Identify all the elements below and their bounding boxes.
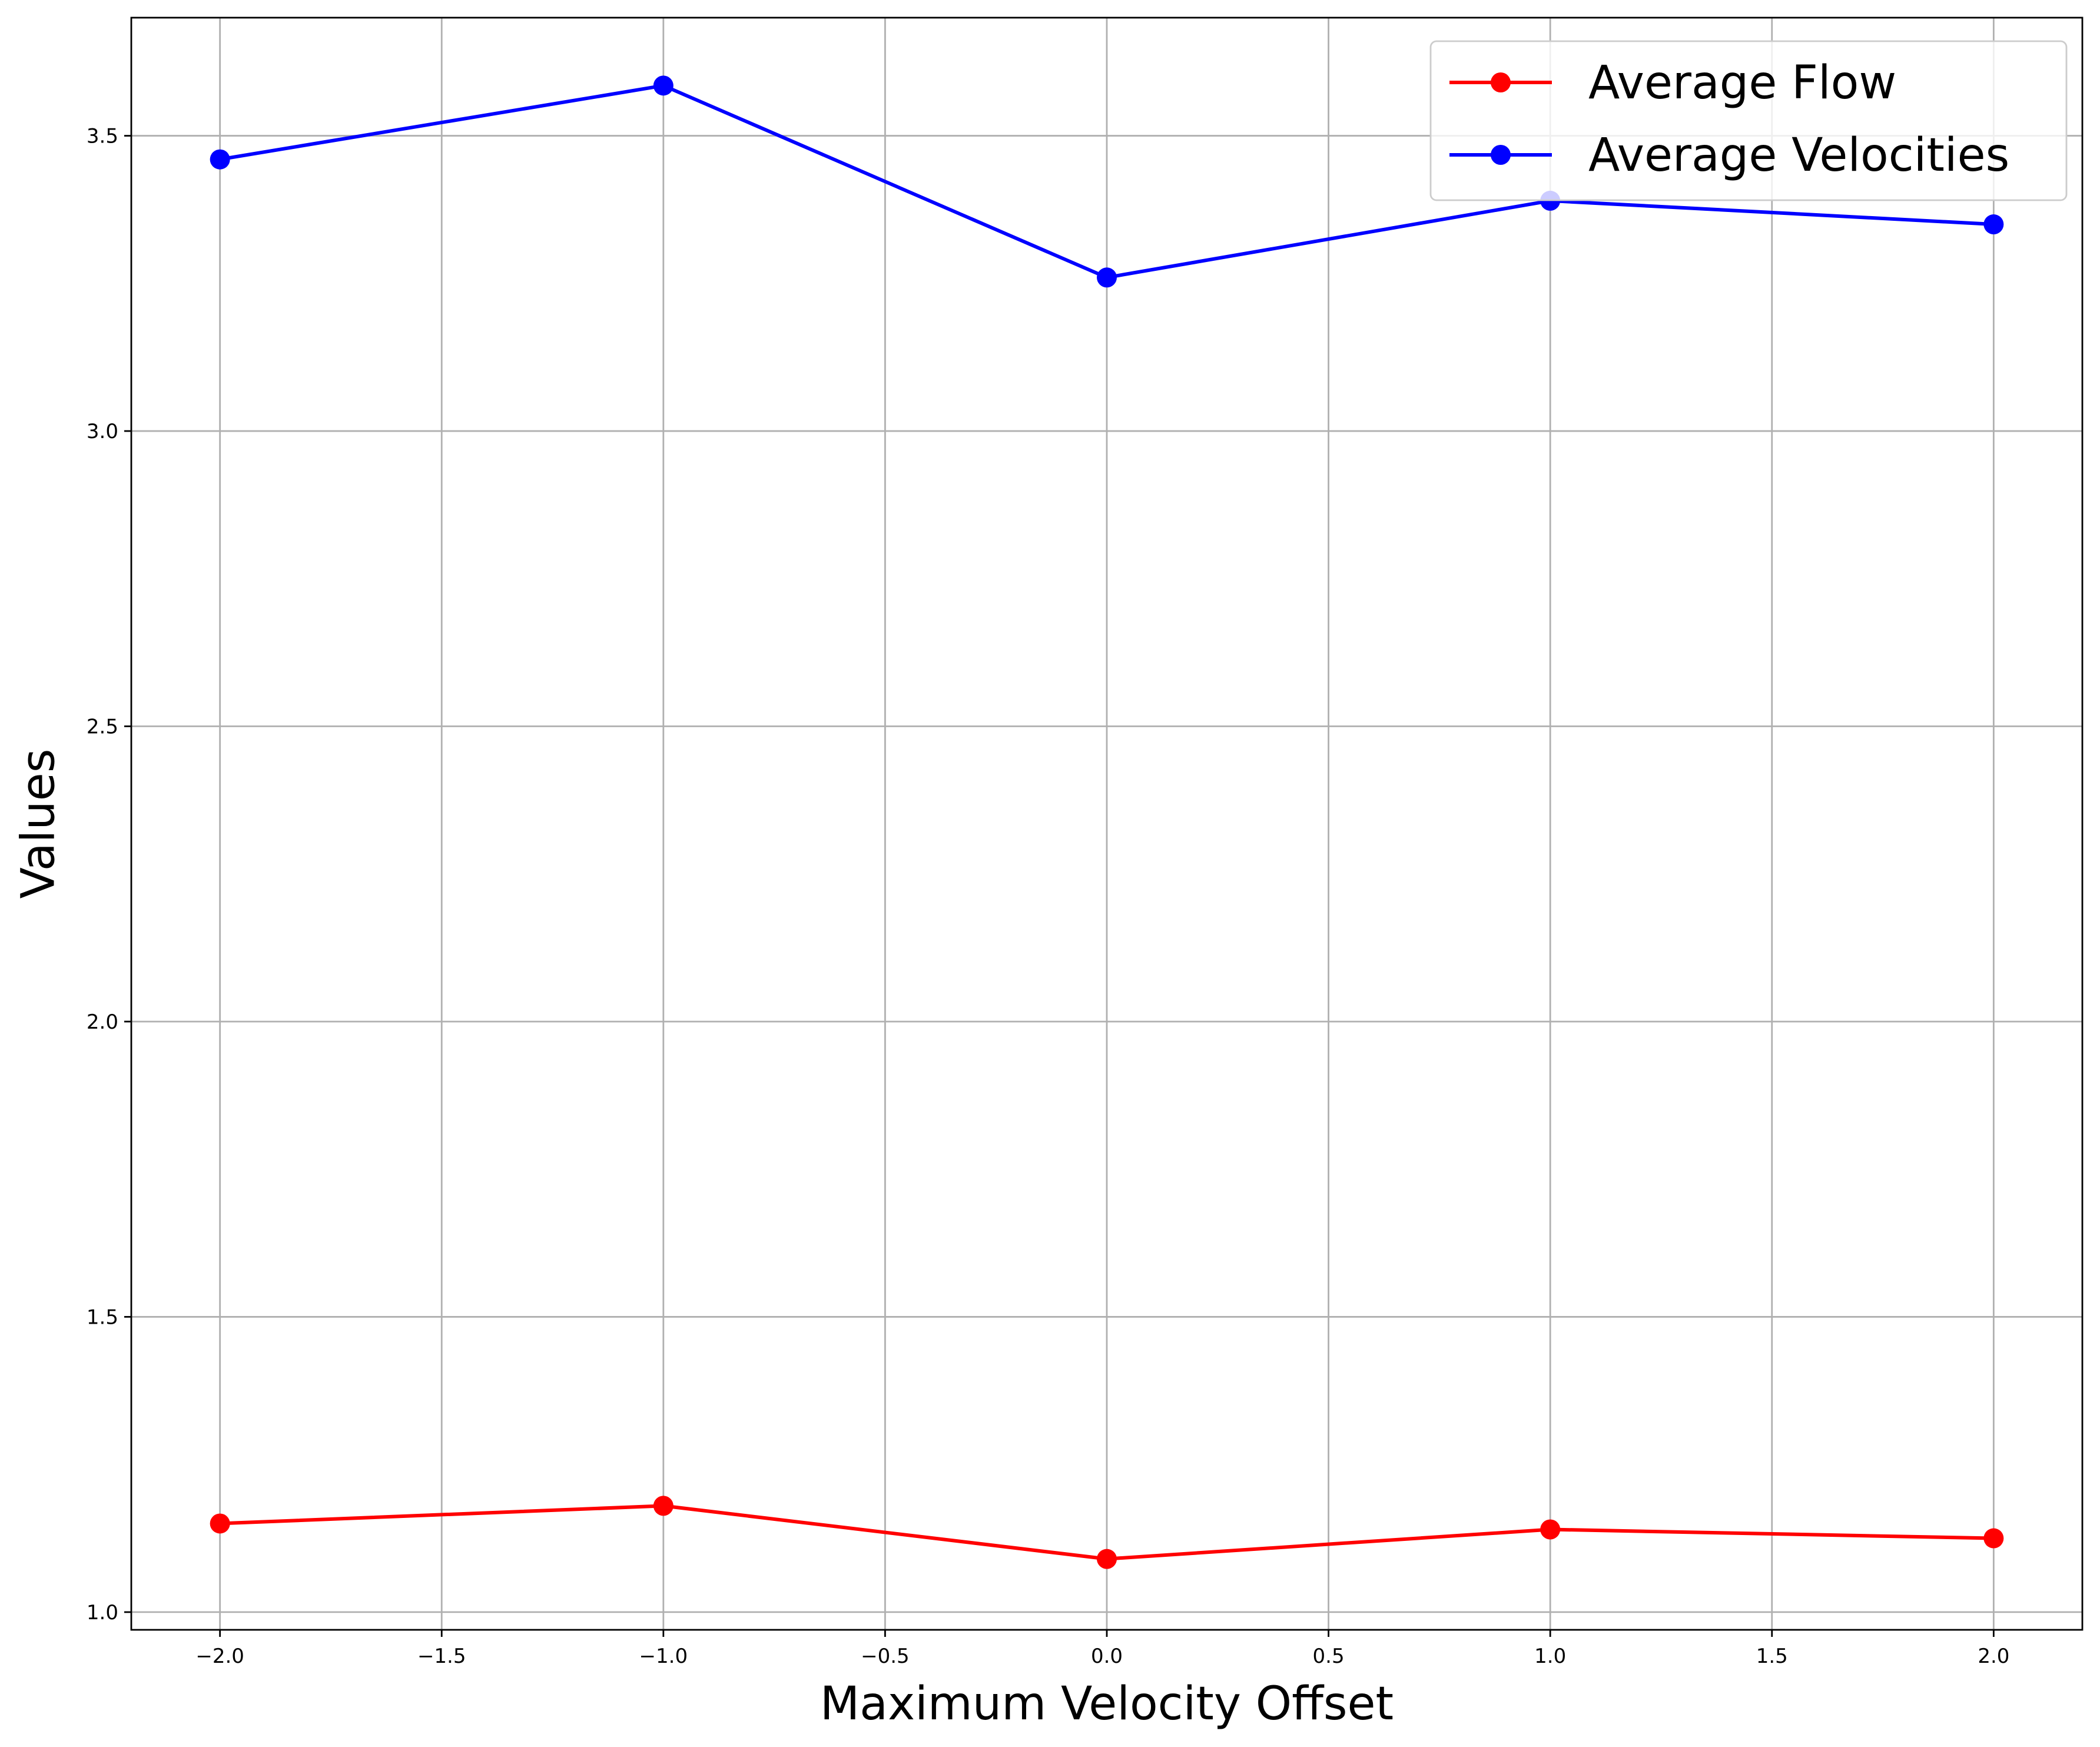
data-point-average-flow	[1983, 1528, 2004, 1549]
legend: Average Flow Average Velocities	[1429, 40, 2068, 201]
data-point-average-velocities	[1097, 267, 1117, 288]
legend-label: Average Velocities	[1588, 129, 2009, 182]
data-point-average-flow	[210, 1513, 230, 1534]
legend-label: Average Flow	[1588, 57, 1896, 110]
data-point-average-velocities	[1983, 214, 2004, 235]
x-tick-label: −1.5	[417, 1645, 466, 1668]
legend-box	[1429, 40, 2068, 201]
x-tick-label: −0.5	[861, 1645, 910, 1668]
x-tick-label: 0.0	[1091, 1645, 1123, 1668]
series-average-flow	[210, 1496, 2004, 1569]
x-tick-label: 1.0	[1534, 1645, 1566, 1668]
y-tick-label: 1.5	[87, 1305, 118, 1329]
y-tick-label: 3.0	[87, 420, 118, 443]
grid-layer	[131, 18, 2082, 1630]
y-tick-label: 3.5	[87, 125, 118, 148]
ticks-layer: −2.0 −1.5 −1.0 −0.5 0.0 0.5 1.0 1.5 2.0 1.0 1.5 2.0…	[87, 125, 2009, 1668]
legend-item-average-flow: Average Flow	[1449, 57, 1896, 110]
x-tick-label: −1.0	[639, 1645, 688, 1668]
data-point-average-flow	[653, 1496, 674, 1516]
legend-items: Average Flow Average Velocities	[1449, 57, 2009, 182]
x-tick-label: 2.0	[1978, 1645, 2009, 1668]
data-point-average-flow	[1540, 1519, 1561, 1540]
data-point-average-velocities	[210, 149, 230, 170]
legend-marker	[1491, 72, 1511, 92]
legend-marker	[1491, 145, 1511, 165]
y-tick-label: 1.0	[87, 1601, 118, 1625]
y-tick-label: 2.0	[87, 1010, 118, 1034]
y-axis-title: Values	[12, 749, 65, 899]
data-point-average-velocities	[653, 75, 674, 96]
x-tick-label: 1.5	[1756, 1645, 1788, 1668]
legend-item-average-velocities: Average Velocities	[1449, 129, 2009, 182]
x-axis-title: Maximum Velocity Offset	[820, 1678, 1394, 1731]
data-point-average-flow	[1097, 1549, 1117, 1569]
x-tick-label: −2.0	[195, 1645, 244, 1668]
x-tick-label: 0.5	[1313, 1645, 1345, 1668]
y-tick-label: 2.5	[87, 715, 118, 739]
